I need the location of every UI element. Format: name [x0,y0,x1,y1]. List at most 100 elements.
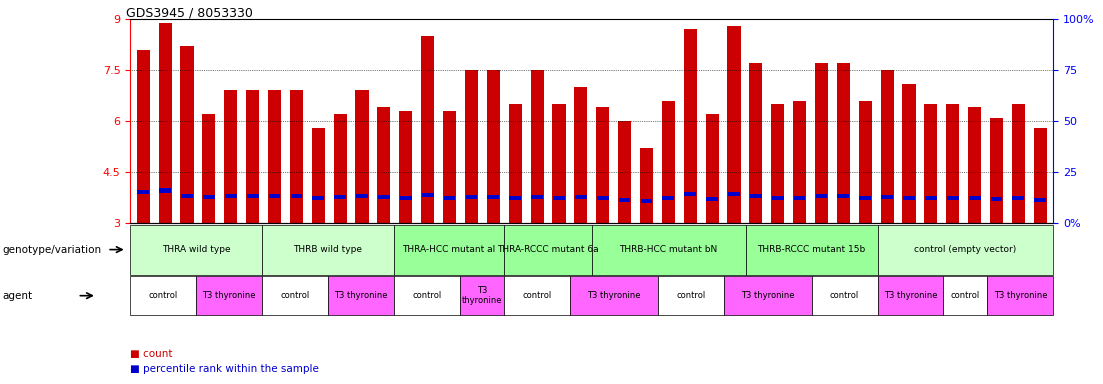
Bar [290,91,303,223]
Bar [1011,104,1025,223]
Bar [793,101,806,223]
Bar [290,194,302,198]
Text: T3 thyronine: T3 thyronine [202,291,256,300]
Text: THRA wild type: THRA wild type [162,245,231,254]
Bar [225,194,237,198]
Bar [663,196,674,200]
Bar [641,199,652,203]
Bar [378,195,389,199]
Bar [268,91,281,223]
Text: T3
thyronine: T3 thyronine [461,286,502,305]
Text: control: control [676,291,705,300]
Text: agent: agent [2,291,32,301]
Bar [247,194,258,198]
Text: ■ percentile rank within the sample: ■ percentile rank within the sample [130,364,319,374]
Text: control: control [280,291,310,300]
Bar [553,196,565,200]
Bar [553,104,566,223]
Bar [728,192,740,196]
Bar [334,195,346,199]
Bar [421,36,435,223]
Bar [138,190,149,194]
Bar [968,108,982,223]
Bar [443,196,456,200]
Bar [706,197,718,201]
Bar [946,196,959,200]
Bar [224,91,237,223]
Bar [640,148,653,223]
Bar [421,193,433,197]
Text: control (empty vector): control (empty vector) [914,245,1017,254]
Text: THRA-RCCC mutant 6a: THRA-RCCC mutant 6a [497,245,599,254]
Bar [575,87,588,223]
Text: T3 thyronine: T3 thyronine [884,291,938,300]
Bar [749,63,762,223]
Text: genotype/variation: genotype/variation [2,245,101,255]
Text: control: control [951,291,981,300]
Bar [837,194,849,198]
Text: THRB wild type: THRB wild type [293,245,363,254]
Bar [203,195,215,199]
Bar [181,46,194,223]
Bar [508,104,522,223]
Bar [684,30,697,223]
Bar [771,104,784,223]
Bar [772,196,783,200]
Bar [597,196,609,200]
Bar [750,194,762,198]
Bar [137,50,150,223]
Bar [881,195,893,199]
Bar [355,91,368,223]
Bar [377,108,390,223]
Bar [488,195,500,199]
Bar [159,189,171,192]
Bar [618,121,631,223]
Text: THRA-HCC mutant al: THRA-HCC mutant al [403,245,495,254]
Text: T3 thyronine: T3 thyronine [587,291,641,300]
Bar [181,194,193,198]
Bar [880,70,893,223]
Bar [968,196,981,200]
Bar [1013,196,1025,200]
Text: control: control [149,291,178,300]
Bar [706,114,719,223]
Bar [333,114,346,223]
Bar [990,197,1003,201]
Bar [356,194,368,198]
Text: T3 thyronine: T3 thyronine [741,291,794,300]
Bar [465,195,478,199]
Bar [269,194,280,198]
Bar [575,195,587,199]
Text: GDS3945 / 8053330: GDS3945 / 8053330 [126,6,253,19]
Text: control: control [522,291,552,300]
Bar [246,91,259,223]
Bar [159,23,172,223]
Bar [902,84,915,223]
Bar [989,118,1003,223]
Bar [858,101,871,223]
Bar [400,196,411,200]
Text: T3 thyronine: T3 thyronine [334,291,388,300]
Bar [1034,128,1047,223]
Bar [596,108,609,223]
Text: control: control [829,291,859,300]
Bar [727,26,740,223]
Bar [1035,198,1046,202]
Bar [924,104,938,223]
Bar [202,114,215,223]
Bar [859,196,871,200]
Text: T3 thyronine: T3 thyronine [994,291,1047,300]
Bar [925,196,936,200]
Bar [794,196,805,200]
Bar [443,111,457,223]
Text: control: control [413,291,441,300]
Bar [312,196,324,200]
Bar [510,196,521,200]
Bar [946,104,960,223]
Bar [312,128,325,223]
Bar [532,195,543,199]
Bar [464,70,478,223]
Bar [903,196,914,200]
Bar [815,194,827,198]
Bar [684,192,696,196]
